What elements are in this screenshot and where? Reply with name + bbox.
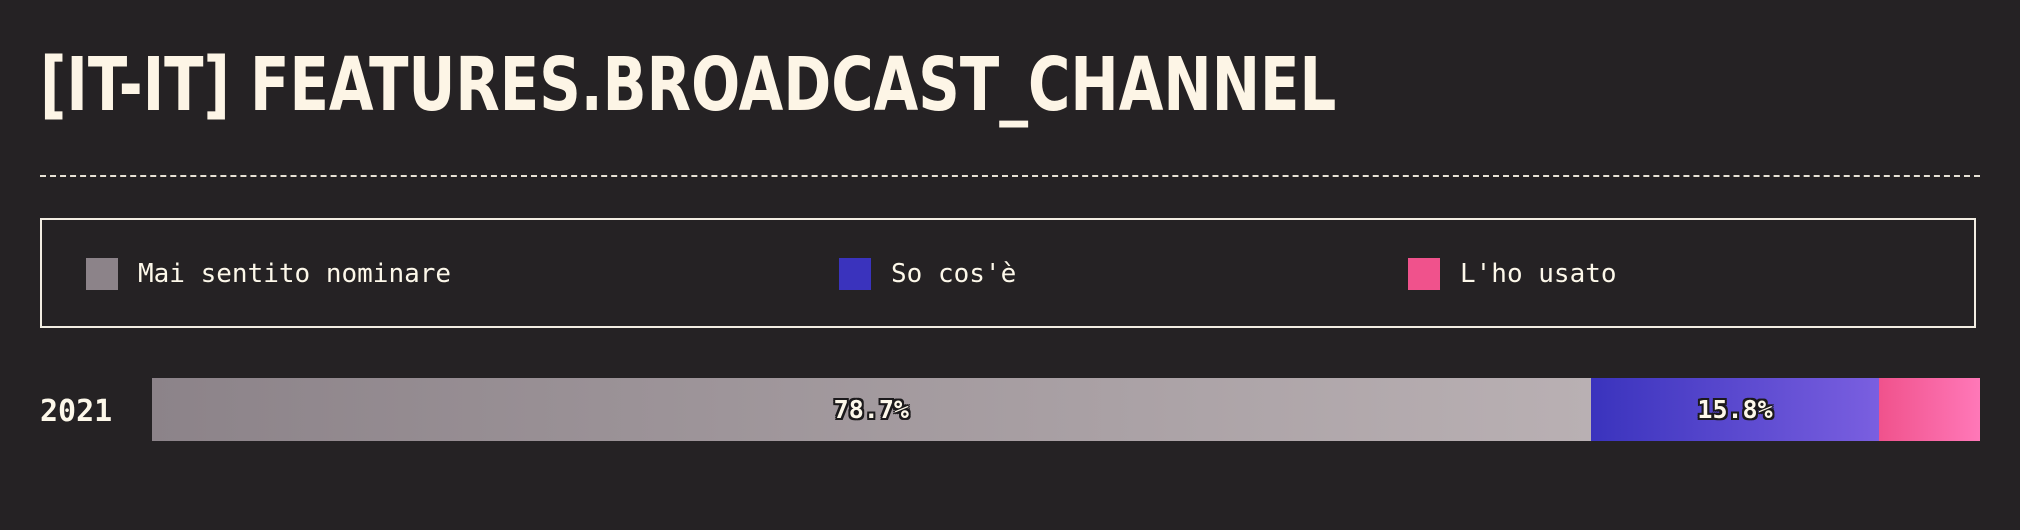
title-divider: [40, 175, 1980, 177]
legend-item-used[interactable]: L'ho usato: [1408, 258, 1617, 290]
bar-label-never-heard: 78.7%: [833, 395, 909, 424]
bar-segment-know-what[interactable]: 15.8%: [1590, 378, 1880, 441]
stacked-bar-2021: 78.7% 15.8%: [152, 378, 1980, 441]
legend-label-never-heard: Mai sentito nominare: [138, 259, 452, 289]
bar-segment-never-heard[interactable]: 78.7%: [152, 378, 1591, 441]
row-label-2021: 2021: [40, 394, 113, 429]
legend-label-used: L'ho usato: [1460, 259, 1617, 289]
chart-title: [IT-IT] FEATURES.BROADCAST_CHANNEL: [40, 42, 1337, 128]
legend-label-know-what: So cos'è: [891, 259, 1017, 289]
legend-swatch-know-what: [839, 258, 871, 290]
legend-item-never-heard[interactable]: Mai sentito nominare: [86, 258, 451, 290]
legend-swatch-used: [1408, 258, 1440, 290]
legend: Mai sentito nominare So cos'è L'ho usato: [40, 218, 1976, 328]
legend-swatch-never-heard: [86, 258, 118, 290]
bar-label-know-what: 15.8%: [1697, 395, 1773, 424]
legend-item-know-what[interactable]: So cos'è: [839, 258, 1016, 290]
bar-segment-used[interactable]: [1879, 378, 1980, 441]
